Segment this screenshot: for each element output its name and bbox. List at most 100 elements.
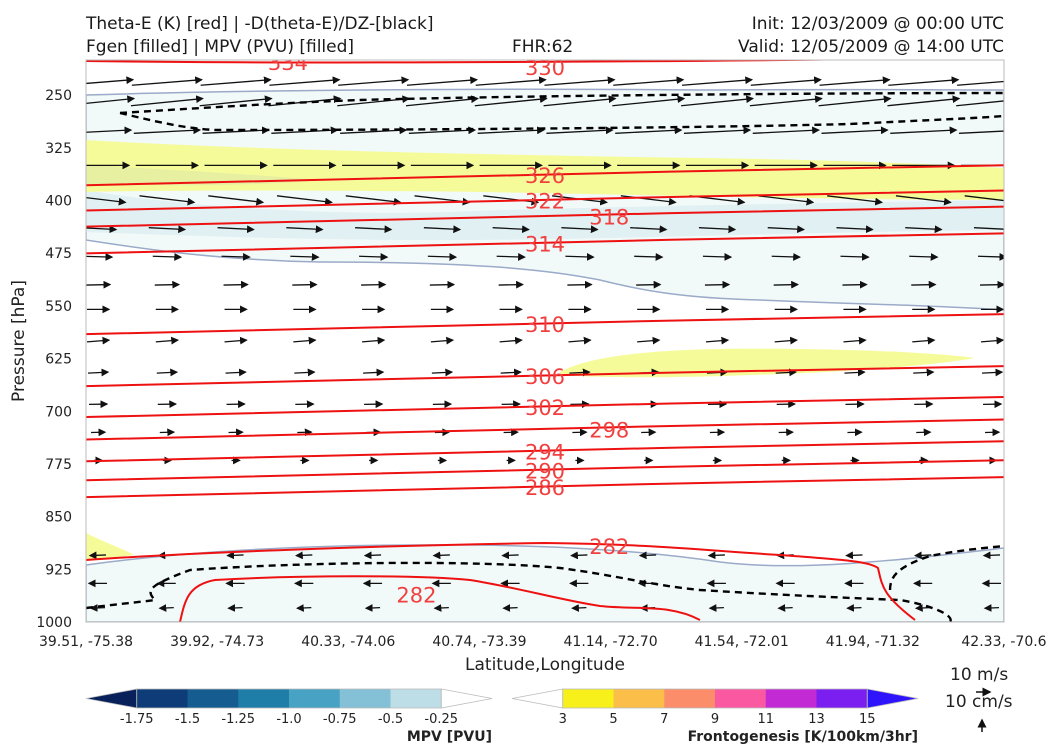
header-init: Init: 12/03/2009 @ 00:00 UTC <box>751 14 1004 34</box>
wind-arrow <box>698 225 737 234</box>
wind-arrow <box>982 551 1001 560</box>
wind-arrow <box>406 76 479 86</box>
theta-e-contour-label: 330 <box>525 56 565 80</box>
wind-arrow <box>546 126 614 135</box>
wind-arrow <box>819 76 891 86</box>
colorbar-segment <box>339 689 391 708</box>
wind-arrow <box>427 253 458 261</box>
wind-arrow <box>290 253 320 261</box>
wind-arrow <box>836 225 874 234</box>
colorbar-segment <box>765 689 817 708</box>
theta-e-contour-label: 310 <box>525 313 565 337</box>
wind-arrow <box>767 225 805 234</box>
wind-arrow <box>983 604 1000 612</box>
stability-contour <box>119 91 1004 115</box>
wind-arrow <box>225 368 247 377</box>
theta-e-contour-label: 290 <box>525 459 565 483</box>
wind-arrow <box>474 95 548 107</box>
colorbar-segment <box>715 689 767 708</box>
theta-e-contour <box>179 575 701 622</box>
theta-e-contour-label: 326 <box>525 164 565 188</box>
wind-arrow <box>846 604 862 612</box>
theta-e-contour <box>86 440 1004 463</box>
wind-arrow <box>913 368 935 377</box>
header-line1-left: Theta-E (K) [red] | -D(theta-E)/DZ-[blac… <box>86 14 434 34</box>
wind-arrow <box>433 604 449 612</box>
colorbar-segment <box>664 689 716 708</box>
wind-arrow <box>87 368 110 377</box>
theta-e-contour <box>86 205 1004 228</box>
wind-arrow <box>501 551 519 560</box>
colorbar-segment <box>238 689 290 708</box>
colorbar-segment <box>289 689 341 708</box>
wind-arrow <box>981 368 1004 377</box>
y-axis: 250 325 400 475 550 625 700 775 850 925 1000 <box>36 88 72 631</box>
theta-e-contour-label: 282 <box>589 535 629 559</box>
wind-arrow <box>500 368 522 377</box>
x-tick-label: 39.92, -74.73 <box>170 634 264 650</box>
header-line2-left: Fgen [filled] | MPV (PVU) [filled] <box>86 37 355 57</box>
mpv-colorbar: -1.75 -1.5 -1.25 -1.0 -0.75 -0.5 -0.25 <box>85 688 493 727</box>
colorbar-segment <box>136 689 188 708</box>
wind-arrow <box>208 195 265 206</box>
wind-arrow <box>364 604 381 612</box>
theta-e-contour-label: 334 <box>268 51 308 75</box>
theta-e-contour-label: 322 <box>525 190 565 214</box>
theta-e-contour <box>86 365 1004 388</box>
x-tick-label: 41.54, -72.01 <box>695 634 789 650</box>
wind-arrow <box>758 195 815 206</box>
wind-arrow <box>749 95 823 107</box>
fgen-shading-mid <box>560 348 975 378</box>
wind-arrow <box>355 225 393 234</box>
colorbar-tick-label: 3 <box>559 712 567 727</box>
theta-e-contour <box>86 396 1004 419</box>
wind-arrow <box>890 126 958 135</box>
wind-arrow <box>977 253 1004 261</box>
fgen-colorbar-title: Frontogenesis [K/100km/3hr] <box>688 729 918 745</box>
x-tick-label: 39.51, -75.38 <box>39 634 133 650</box>
wind-arrow <box>483 195 540 206</box>
y-tick-label-925: 925 <box>45 562 72 578</box>
wind-arrow <box>217 225 255 234</box>
colorbar-segment <box>613 689 665 708</box>
plot-frame <box>85 59 1005 623</box>
theta-e-contour-label: 318 <box>589 206 629 230</box>
wind-arrow <box>430 336 455 345</box>
wind-arrow <box>86 196 127 206</box>
y-tick-label-325: 325 <box>45 141 72 157</box>
x-tick-label: 40.33, -74.06 <box>301 634 395 650</box>
wind-arrow <box>957 80 1004 86</box>
wind-arrow <box>269 76 341 86</box>
wind-arrow <box>431 368 454 377</box>
wind-arrow <box>345 195 402 206</box>
wind-arrow <box>423 225 462 234</box>
wind-arrow <box>133 126 202 135</box>
wind-arrow <box>844 368 866 377</box>
wind-arrow <box>638 551 657 560</box>
wind-arrow <box>615 126 683 135</box>
header-fhr: FHR:62 <box>512 37 574 57</box>
wind-arrow <box>475 76 547 86</box>
y-tick-label-250: 250 <box>45 88 72 104</box>
wind-arrow <box>775 368 797 377</box>
wind-arrow <box>708 604 724 612</box>
wind-arrow <box>909 253 939 261</box>
wind-arrow <box>818 95 892 107</box>
wind-arrow <box>155 336 180 345</box>
x-tick-label: 40.74, -73.39 <box>432 634 526 650</box>
wind-arrow <box>887 95 961 107</box>
wind-arrow <box>964 195 1004 202</box>
wind-arrow <box>338 76 410 86</box>
wind-arrow <box>199 95 273 107</box>
theta-e-contour <box>86 313 1004 336</box>
wind-arrow <box>88 551 107 560</box>
wind-arrow <box>224 336 248 345</box>
theta-e-contour-label: 298 <box>589 419 629 443</box>
quiver-key-vertical-label: 10 cm/s <box>945 692 1013 712</box>
wind-arrow <box>752 126 820 135</box>
wind-arrow <box>750 76 822 86</box>
wind-arrow <box>130 95 204 107</box>
theta-e-contour-label: 306 <box>525 365 565 389</box>
wind-arrow <box>294 368 316 377</box>
wind-arrow <box>895 195 952 206</box>
